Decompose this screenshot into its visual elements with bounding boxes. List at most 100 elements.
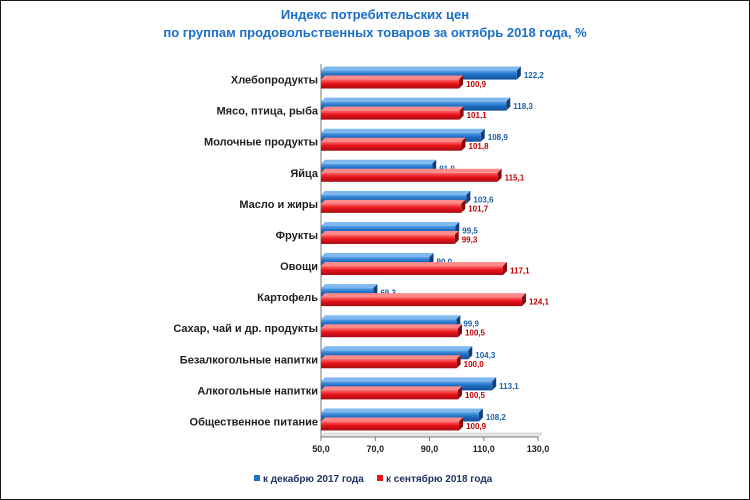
bar-sep2018: 101,8: [321, 137, 489, 151]
bar-sep2018: 117,1: [321, 262, 530, 276]
bar-end-face: [457, 324, 462, 338]
bar-top-face: [321, 106, 464, 111]
plot-floor: [320, 432, 543, 438]
bar-top-face: [321, 221, 460, 226]
bar-top-face: [321, 262, 508, 267]
bar-front-face: [321, 101, 507, 111]
bar-top-face: [321, 75, 464, 80]
bar-top-face: [321, 97, 511, 102]
x-tick-label: 130,0: [527, 444, 550, 454]
bar-top-face: [321, 128, 485, 133]
bar-end-face: [461, 199, 466, 213]
bar-front-face: [321, 390, 458, 400]
bar-sep2018: 100,5: [321, 324, 486, 338]
bar-top-face: [321, 324, 462, 329]
category-label: Сахар, чай и др. продукты: [173, 323, 318, 335]
bar-sep2018: 100,5: [321, 386, 486, 400]
bar-front-face: [321, 163, 433, 173]
bar-sep2018: 101,7: [321, 199, 489, 213]
bar-sep2018: 100,0: [321, 355, 484, 369]
bar-end-face: [456, 355, 461, 369]
bar-end-face: [454, 230, 459, 244]
bar-top-face: [321, 168, 502, 173]
bar-front-face: [321, 350, 469, 360]
bar-top-face: [321, 408, 483, 413]
data-label: 117,1: [510, 267, 530, 276]
bar-end-face: [521, 293, 526, 307]
bar-front-face: [321, 203, 462, 213]
category-label: Овощи: [280, 261, 318, 273]
bar-front-face: [321, 110, 460, 120]
bar-front-face: [321, 234, 455, 244]
x-tick-label: 90,0: [421, 444, 439, 454]
bar-dec2017: 113,1: [321, 377, 519, 391]
bar-dec2017: 108,2: [321, 408, 506, 422]
bar-sep2018: 124,1: [321, 293, 550, 307]
bar-end-face: [503, 262, 508, 276]
bar-top-face: [321, 66, 521, 71]
bar-dec2017: 104,3: [321, 346, 496, 360]
data-label: 100,9: [466, 80, 487, 89]
bar-end-face: [468, 346, 473, 360]
bar-front-face: [321, 194, 467, 204]
bar-front-face: [321, 297, 522, 307]
bar-end-face: [459, 106, 464, 120]
category-label: Яйца: [290, 168, 319, 180]
bar-end-face: [480, 128, 485, 142]
data-label: 101,1: [467, 111, 488, 120]
bar-sep2018: 99,3: [321, 230, 478, 244]
data-label: 100,5: [465, 391, 486, 400]
bar-end-face: [459, 417, 464, 431]
bar-top-face: [321, 417, 464, 422]
bar-front-face: [321, 70, 517, 80]
category-label: Фрукты: [276, 230, 318, 242]
bar-end-face: [466, 190, 471, 204]
category-label: Безалкогольные напитки: [180, 354, 318, 366]
bar-front-face: [321, 172, 498, 182]
bar-end-face: [516, 66, 521, 80]
bar-top-face: [321, 199, 466, 204]
bar-dec2017: 118,3: [321, 97, 533, 111]
bar-front-face: [321, 359, 457, 369]
bar-end-face: [506, 97, 511, 111]
bar-end-face: [497, 168, 502, 182]
bar-sep2018: 101,1: [321, 106, 488, 120]
bar-end-face: [461, 137, 466, 151]
category-label: Мясо, птица, рыба: [217, 106, 319, 118]
category-label: Хлебопродукты: [231, 75, 318, 87]
legend-label: к сентябрю 2018 года: [386, 473, 493, 485]
bar-front-face: [321, 421, 460, 431]
bar-front-face: [321, 225, 456, 235]
data-label: 103,6: [473, 195, 494, 204]
x-tick-label: 50,0: [312, 444, 330, 454]
bar-end-face: [457, 386, 462, 400]
data-label: 113,1: [499, 382, 519, 391]
bar-sep2018: 100,9: [321, 75, 487, 89]
data-label: 124,1: [529, 298, 550, 307]
bar-front-face: [321, 132, 481, 142]
bar-sep2018: 115,1: [321, 168, 525, 182]
bar-end-face: [492, 377, 497, 391]
category-label: Общественное питание: [190, 416, 318, 428]
x-tick-label: 110,0: [473, 444, 495, 454]
bar-front-face: [321, 257, 430, 267]
bar-top-face: [321, 190, 471, 195]
category-label: Алкогольные напитки: [197, 385, 318, 397]
data-label: 100,5: [465, 329, 486, 338]
data-label: 99,5: [462, 226, 478, 235]
bar-top-face: [321, 293, 526, 298]
bar-top-face: [321, 346, 473, 351]
data-label: 99,9: [463, 320, 479, 329]
bar-top-face: [321, 284, 378, 289]
bar-front-face: [321, 328, 458, 338]
data-label: 122,2: [524, 71, 545, 80]
category-label: Молочные продукты: [204, 137, 318, 149]
bar-top-face: [321, 377, 497, 382]
bar-dec2017: 103,6: [321, 190, 494, 204]
bar-top-face: [321, 159, 437, 164]
bar-dec2017: 122,2: [321, 66, 545, 80]
bar-end-face: [459, 75, 464, 89]
bar-dec2017: 108,9: [321, 128, 508, 142]
bar-sep2018: 100,9: [321, 417, 487, 431]
